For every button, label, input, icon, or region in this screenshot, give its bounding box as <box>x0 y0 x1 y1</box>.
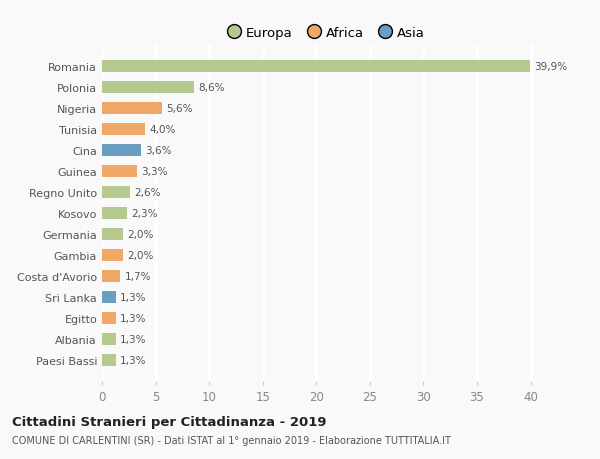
Bar <box>102 166 137 177</box>
Text: 1,3%: 1,3% <box>120 334 147 344</box>
Bar <box>102 313 116 324</box>
Bar <box>102 250 124 261</box>
Text: 5,6%: 5,6% <box>166 104 193 114</box>
Bar <box>102 82 194 94</box>
Text: 1,3%: 1,3% <box>120 292 147 302</box>
Bar <box>102 270 120 282</box>
Bar <box>102 103 162 114</box>
Bar <box>102 207 127 219</box>
Text: 1,7%: 1,7% <box>125 271 151 281</box>
Bar <box>102 61 530 73</box>
Text: 2,0%: 2,0% <box>128 230 154 239</box>
Text: 2,0%: 2,0% <box>128 250 154 260</box>
Text: 1,3%: 1,3% <box>120 313 147 323</box>
Text: 2,6%: 2,6% <box>134 188 161 197</box>
Bar <box>102 187 130 198</box>
Bar <box>102 291 116 303</box>
Bar <box>102 145 140 157</box>
Legend: Europa, Africa, Asia: Europa, Africa, Asia <box>225 22 429 44</box>
Text: 1,3%: 1,3% <box>120 355 147 365</box>
Text: 4,0%: 4,0% <box>149 125 176 134</box>
Bar <box>102 354 116 366</box>
Text: Cittadini Stranieri per Cittadinanza - 2019: Cittadini Stranieri per Cittadinanza - 2… <box>12 415 326 428</box>
Text: 3,3%: 3,3% <box>142 167 168 177</box>
Text: COMUNE DI CARLENTINI (SR) - Dati ISTAT al 1° gennaio 2019 - Elaborazione TUTTITA: COMUNE DI CARLENTINI (SR) - Dati ISTAT a… <box>12 435 451 445</box>
Bar <box>102 229 124 240</box>
Text: 8,6%: 8,6% <box>199 83 225 93</box>
Bar <box>102 333 116 345</box>
Bar <box>102 124 145 135</box>
Text: 3,6%: 3,6% <box>145 146 172 156</box>
Text: 39,9%: 39,9% <box>534 62 567 72</box>
Text: 2,3%: 2,3% <box>131 208 157 218</box>
